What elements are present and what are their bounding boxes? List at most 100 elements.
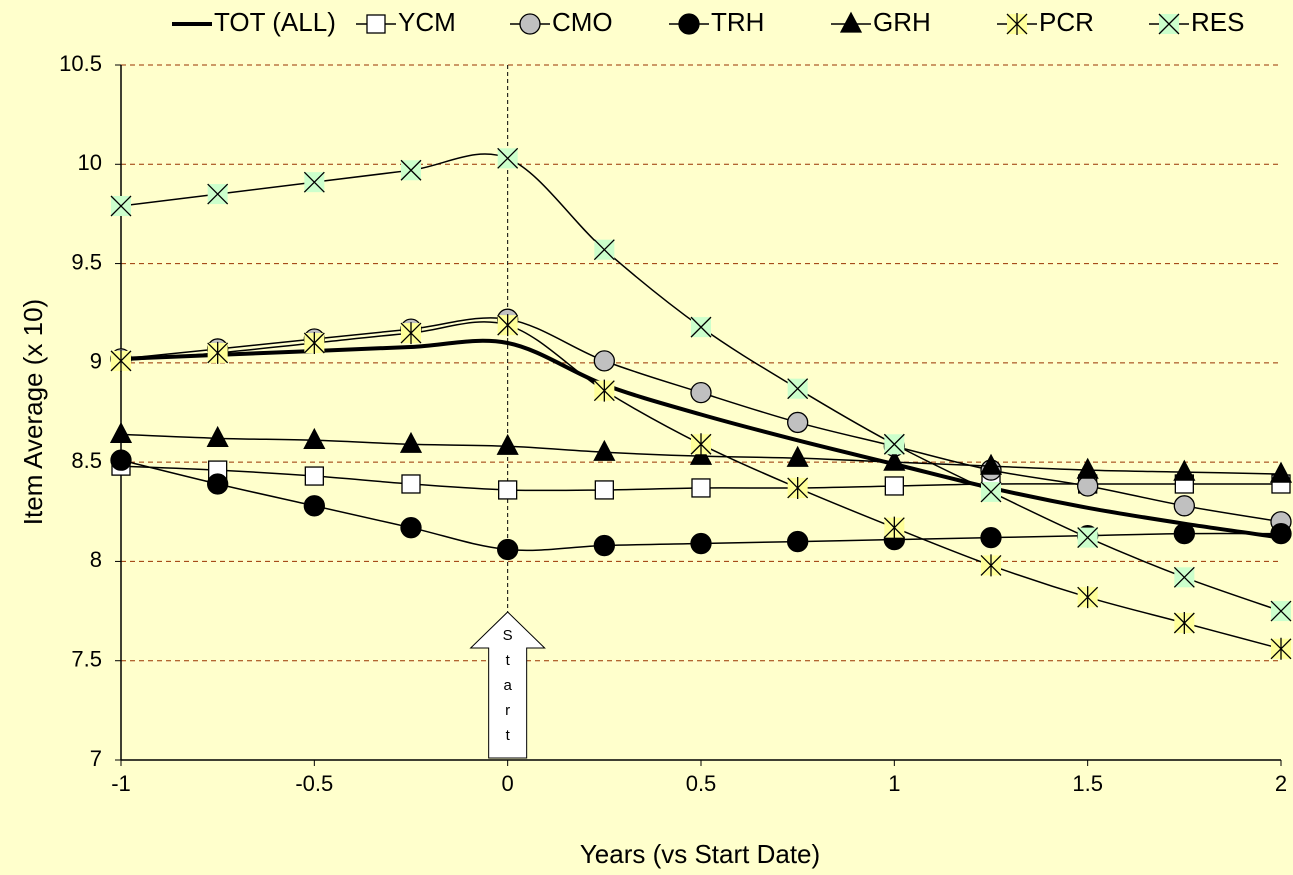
marker <box>1173 495 1195 517</box>
marker <box>303 495 325 517</box>
marker-shape <box>1269 461 1293 483</box>
marker <box>979 453 1003 475</box>
start-arrow <box>469 611 546 759</box>
marker-shape <box>400 322 422 345</box>
marker-shape <box>207 341 229 364</box>
marker <box>498 480 518 500</box>
marker-shape <box>883 433 905 455</box>
marker-shape <box>839 11 863 33</box>
x-tick-label: -0.5 <box>295 771 333 796</box>
marker <box>303 171 325 193</box>
y-tick-label: 8 <box>90 547 102 572</box>
marker-shape <box>593 439 616 461</box>
marker <box>303 427 326 449</box>
y-tick-label: 8.5 <box>71 448 102 473</box>
marker-shape <box>593 534 615 557</box>
marker-shape <box>498 480 518 500</box>
marker <box>496 433 519 455</box>
legend-label: YCM <box>398 7 456 37</box>
marker <box>110 449 132 471</box>
marker-shape <box>787 530 809 553</box>
marker <box>594 480 614 500</box>
marker-shape <box>1173 459 1196 481</box>
legend-label: PCR <box>1039 7 1094 37</box>
marker-shape <box>1006 13 1028 35</box>
marker-shape <box>593 239 615 261</box>
legend-label: GRH <box>873 7 931 37</box>
marker-shape <box>1173 566 1195 588</box>
marker-shape <box>1173 611 1195 634</box>
marker <box>400 322 422 345</box>
marker <box>1077 527 1099 549</box>
marker-shape <box>1077 527 1099 549</box>
marker-shape <box>1076 457 1099 479</box>
marker <box>400 517 422 539</box>
marker-shape <box>206 425 229 447</box>
marker-shape <box>304 466 324 486</box>
marker-shape <box>401 474 421 494</box>
legend-label: TRH <box>711 7 764 37</box>
marker <box>690 316 712 338</box>
marker-shape <box>303 171 325 193</box>
marker <box>884 476 904 496</box>
marker <box>1270 600 1292 622</box>
y-tick-label: 10.5 <box>59 51 102 76</box>
marker-shape <box>883 449 906 471</box>
marker <box>109 421 133 443</box>
marker <box>883 433 905 455</box>
marker <box>593 439 616 461</box>
marker <box>303 332 325 354</box>
marker-shape <box>980 481 1002 503</box>
legend-marker <box>519 13 541 35</box>
marker <box>207 183 229 205</box>
x-tick-label: 0.5 <box>686 771 717 796</box>
marker-shape <box>110 449 132 471</box>
marker <box>1173 459 1196 481</box>
marker-shape <box>1173 495 1195 517</box>
marker <box>1173 566 1195 588</box>
x-tick-label: 1 <box>888 771 900 796</box>
marker-shape <box>593 350 615 372</box>
marker-shape <box>400 517 422 539</box>
marker-shape <box>690 532 712 555</box>
marker <box>593 534 615 557</box>
marker-shape <box>787 378 809 400</box>
marker <box>980 526 1002 549</box>
y-tick-label: 7.5 <box>71 647 102 672</box>
marker-shape <box>883 516 905 539</box>
marker-shape <box>303 495 325 517</box>
marker-shape <box>979 453 1003 475</box>
marker-shape <box>593 379 615 402</box>
y-axis-title: Item Average (x 10) <box>18 299 48 525</box>
marker-shape <box>787 476 809 499</box>
marker <box>1270 637 1292 660</box>
marker <box>690 532 712 555</box>
marker <box>593 350 615 372</box>
marker <box>1077 586 1099 609</box>
marker-shape <box>110 195 132 217</box>
marker <box>787 530 809 553</box>
marker-shape <box>497 147 519 169</box>
x-axis-title: Years (vs Start Date) <box>580 839 820 869</box>
marker <box>1173 522 1195 545</box>
marker <box>786 445 809 467</box>
legend-label: RES <box>1191 7 1244 37</box>
marker-shape <box>690 433 712 456</box>
marker-shape <box>1158 13 1180 35</box>
marker <box>399 431 423 453</box>
marker-shape <box>110 349 132 372</box>
legend-marker <box>1006 13 1028 35</box>
marker <box>787 378 809 400</box>
marker <box>787 476 809 499</box>
marker-shape <box>1077 475 1099 497</box>
marker-shape <box>690 316 712 338</box>
marker <box>1076 457 1099 479</box>
marker-shape <box>594 480 614 500</box>
marker-shape <box>399 431 423 453</box>
y-tick-label: 10 <box>78 150 102 175</box>
x-tick-label: 2 <box>1275 771 1287 796</box>
marker <box>497 538 519 561</box>
marker <box>690 381 712 404</box>
marker <box>206 425 229 447</box>
